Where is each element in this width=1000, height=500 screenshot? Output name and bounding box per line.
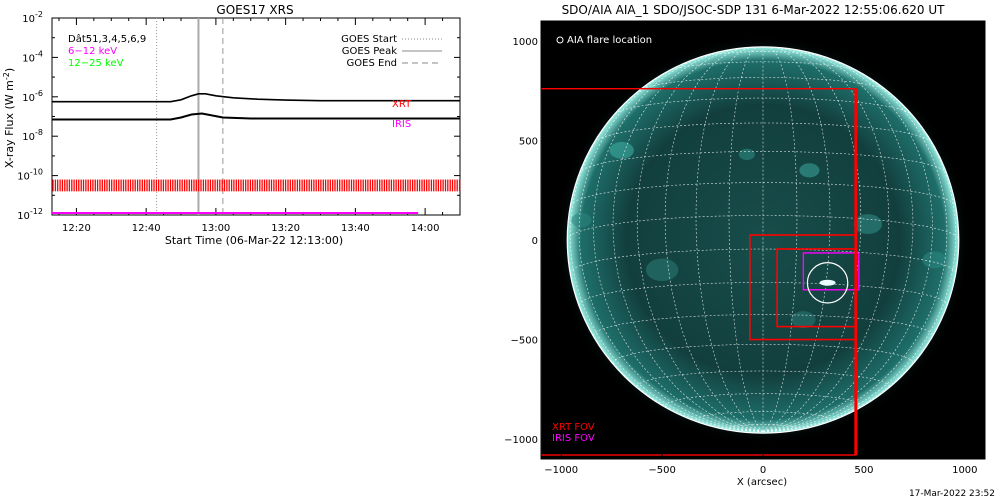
solar-disk-fill	[567, 46, 959, 434]
goes-high-channel	[52, 93, 460, 103]
aia-title: SDO/AIA AIA_1 SDO/JSOC-SDP 131 6-Mar-202…	[562, 3, 946, 17]
aia-x-tick-label: 500	[854, 465, 873, 476]
solar-disk	[555, 35, 971, 445]
aia-x-tick-label: −1000	[544, 465, 578, 476]
heliographic-grid	[566, 46, 960, 434]
bright-region	[738, 148, 755, 161]
flare-legend-symbol	[556, 36, 564, 44]
xrt-coverage-bars	[52, 179, 461, 192]
latitude-line	[594, 122, 932, 143]
longitude-line	[762, 51, 933, 432]
goes-xlabel: Start Time (06-Mar-22 12:13:00)	[165, 234, 343, 247]
aia-xlabel: X (arcsec)	[737, 477, 787, 488]
longitude-line	[578, 57, 764, 432]
xrt-series-label: XRT	[392, 99, 412, 110]
legend-6-12-kev: 6−12 keV	[68, 46, 117, 57]
legend-goes-peak: GOES Peak	[342, 46, 397, 57]
aia-x-tick-label: 1000	[952, 465, 977, 476]
goes-legend-left: Dât51,3,4,5,6,9 6−12 keV 12−25 keV	[68, 33, 146, 69]
bright-region	[799, 163, 820, 178]
aia-y-tick-label: 500	[519, 136, 538, 147]
aia-x-tick-label: 0	[760, 465, 766, 476]
goes-y-tick-labels: 10-2 10-4 10-6 10-8 10-10 10-12	[17, 10, 43, 222]
longitude-line	[762, 49, 914, 432]
goes-y-tick-label: 10-10	[17, 168, 43, 183]
longitude-line	[762, 57, 948, 432]
goes-y-tick-label: 10-8	[22, 128, 43, 143]
goes-y-tick-label: 10-2	[22, 10, 43, 25]
latitude-line	[638, 77, 888, 92]
goes-y-tick-label: 10-4	[22, 49, 43, 64]
limb	[566, 46, 960, 434]
aia-y-tick-label: −500	[511, 336, 538, 347]
goes-x-tick-label: 13:00	[201, 223, 230, 234]
longitude-line	[593, 51, 764, 432]
latitude-line	[612, 343, 914, 364]
bright-region	[853, 214, 883, 234]
goes-x-tick-labels: 12:20 12:40 13:00 13:20 13:40 14:00	[62, 223, 440, 234]
goes-y-tick-label: 10-12	[17, 207, 43, 222]
goes-x-tick-label: 13:40	[341, 223, 370, 234]
bright-region	[922, 251, 947, 269]
legend-goes-end: GOES End	[347, 58, 397, 69]
longitude-line	[762, 47, 862, 432]
legend-goes-start: GOES Start	[341, 34, 397, 45]
longitude-line	[728, 46, 764, 432]
bright-region	[645, 258, 679, 282]
goes-title: GOES17 XRS	[216, 3, 293, 17]
goes-plot-area	[51, 17, 461, 216]
longitude-line	[664, 47, 764, 432]
bright-region	[571, 213, 592, 228]
latitude-line	[570, 182, 956, 206]
iris-fov-box	[802, 252, 860, 291]
flare-location-circle	[806, 262, 849, 304]
goes-y-tick-label: 10-6	[22, 89, 43, 104]
flare-kernel	[819, 279, 836, 286]
xrt-fov-label: XRT FOV	[552, 422, 595, 433]
iris-fov-label: IRIS FOV	[552, 433, 595, 444]
iris-series-label: IRIS	[392, 119, 411, 130]
aia-legend-flare: AIA flare location	[567, 35, 652, 46]
goes-x-tick-label: 14:00	[411, 223, 440, 234]
goes-x-tick-label: 13:20	[271, 223, 300, 234]
aia-y-tick-labels: 1000 500 0 −500 −1000	[504, 37, 538, 446]
legend-channels: Dât51,3,4,5,6,9	[68, 33, 146, 45]
legend-12-25-kev: 12−25 keV	[68, 58, 124, 69]
goes-legend-right: GOES Start GOES Peak GOES End	[341, 34, 442, 69]
aia-y-tick-label: 1000	[513, 37, 538, 48]
goes-low-channel	[52, 112, 460, 121]
goes-panel: GOES17 XRS X-ray Flux (W m-2) Start Time…	[2, 3, 461, 247]
longitude-line	[612, 49, 764, 432]
longitude-line	[762, 46, 798, 432]
aia-panel: SDO/AIA AIA_1 SDO/JSOC-SDP 131 6-Mar-202…	[504, 3, 995, 499]
goes-ylabel: X-ray Flux (W m-2)	[2, 68, 16, 168]
bright-region	[609, 141, 634, 159]
aia-y-tick-label: −1000	[504, 435, 538, 446]
fov-boxes	[541, 87, 860, 456]
goes-x-tick-label: 12:40	[132, 223, 161, 234]
bright-region	[791, 311, 816, 329]
aia-x-tick-label: −500	[648, 465, 675, 476]
goes-x-tick-label: 12:20	[62, 223, 91, 234]
timestamp: 17-Mar-2022 23:52	[909, 489, 995, 499]
aia-x-tick-labels: −1000 −500 0 500 1000	[544, 465, 977, 476]
aia-y-tick-label: 0	[532, 236, 538, 247]
